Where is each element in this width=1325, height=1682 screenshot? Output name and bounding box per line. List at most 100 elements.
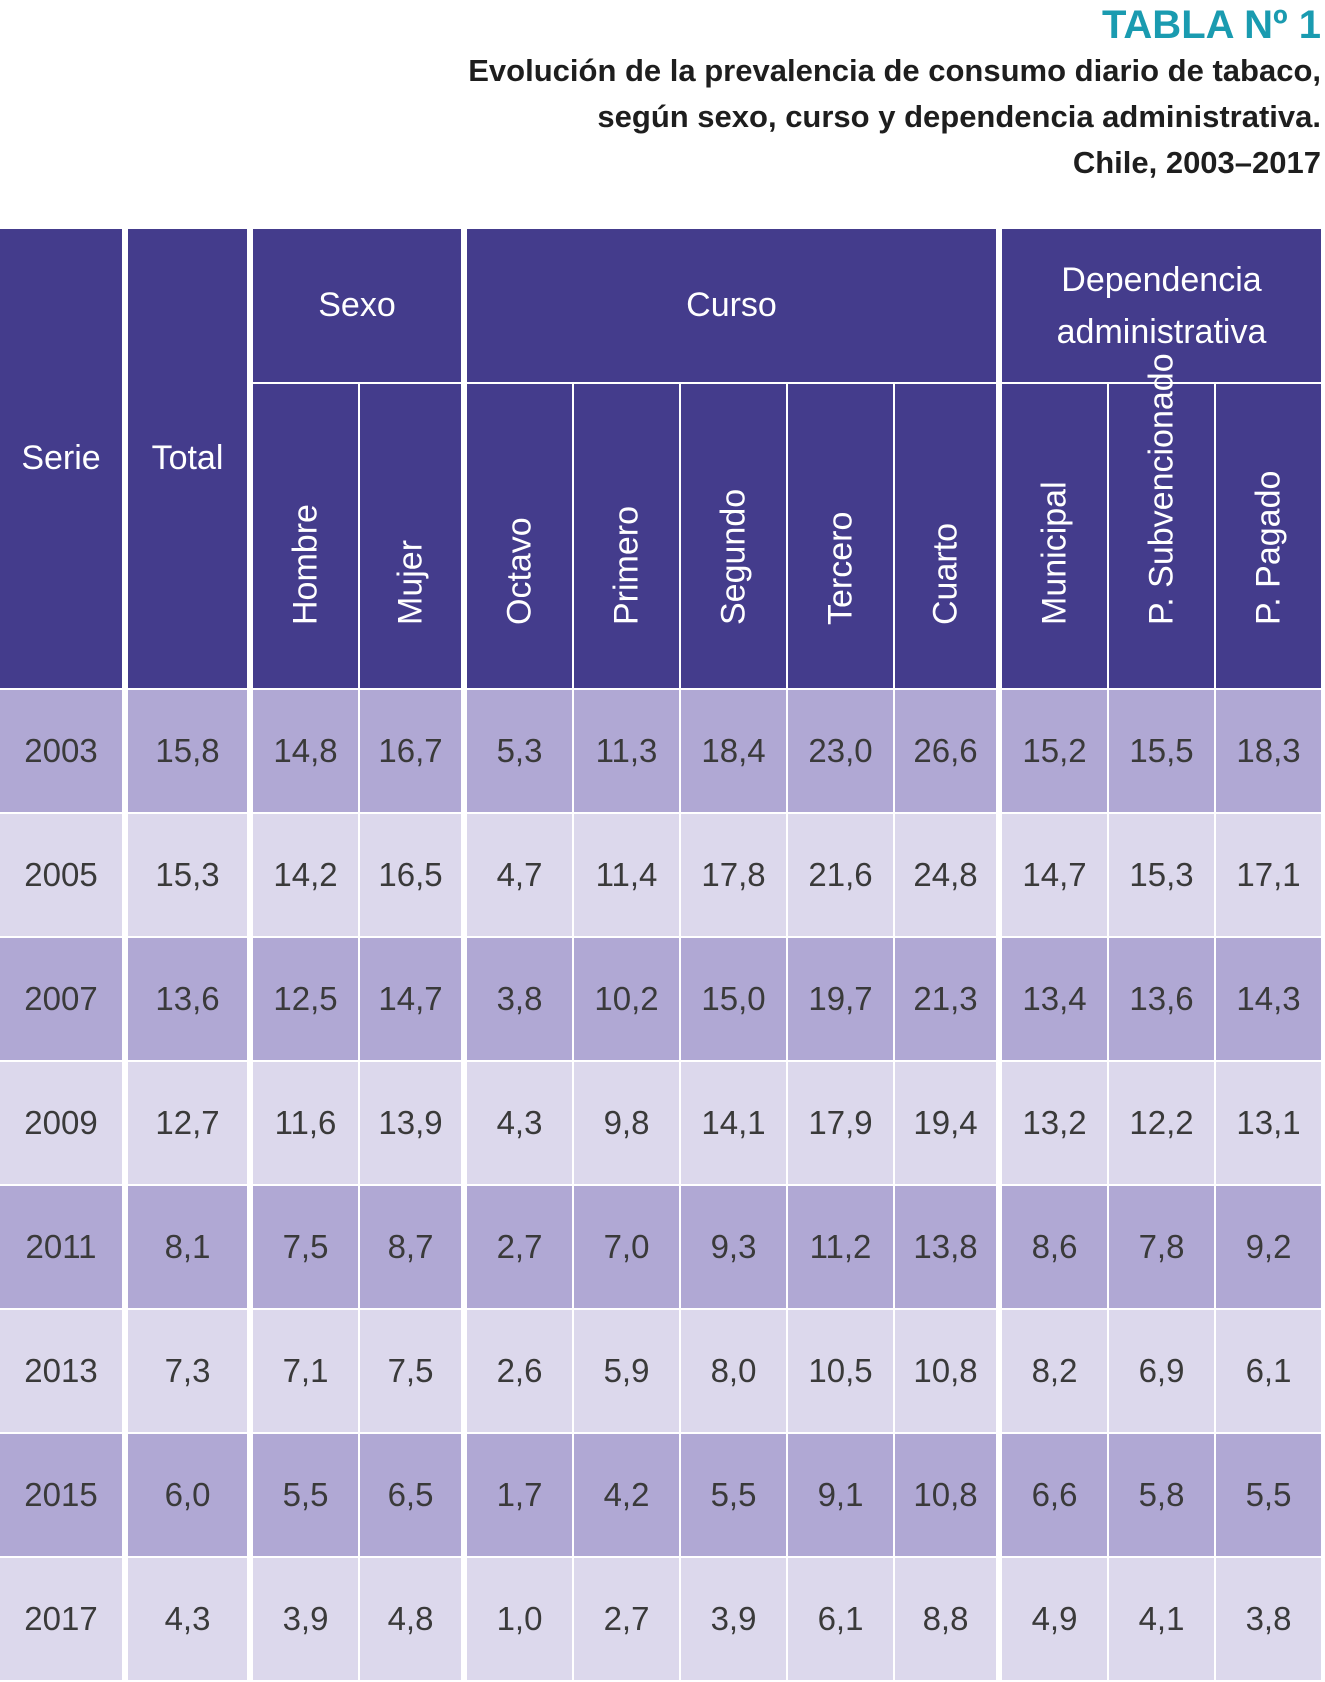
cell-total: 15,3: [128, 814, 253, 938]
cell-primero: 11,4: [574, 814, 681, 938]
cell-tercero: 9,1: [788, 1434, 895, 1558]
cell-cuarto: 19,4: [895, 1062, 1002, 1186]
cell-municipal: 4,9: [1002, 1558, 1109, 1682]
cell-hombre: 7,5: [253, 1186, 360, 1310]
cell-p-subvencionado: 15,5: [1109, 690, 1216, 814]
cell-p-pagado: 5,5: [1216, 1434, 1323, 1558]
header-curso: Curso: [467, 229, 1002, 384]
header-primero: Primero: [574, 384, 681, 690]
cell-p-pagado: 13,1: [1216, 1062, 1323, 1186]
header-mujer: Mujer: [360, 384, 467, 690]
header-municipal: Municipal: [1002, 384, 1109, 690]
cell-segundo: 17,8: [681, 814, 788, 938]
cell-segundo: 9,3: [681, 1186, 788, 1310]
cell-tercero: 17,9: [788, 1062, 895, 1186]
cell-segundo: 14,1: [681, 1062, 788, 1186]
cell-mujer: 13,9: [360, 1062, 467, 1186]
table-row: 2003 15,8 14,8 16,7 5,3 11,3 18,4 23,0 26,6 15,2 1…: [0, 690, 1323, 814]
cell-municipal: 8,2: [1002, 1310, 1109, 1434]
cell-hombre: 7,1: [253, 1310, 360, 1434]
cell-cuarto: 10,8: [895, 1310, 1002, 1434]
cell-municipal: 13,2: [1002, 1062, 1109, 1186]
header-p-pagado: P. Pagado: [1216, 384, 1323, 690]
cell-p-subvencionado: 13,6: [1109, 938, 1216, 1062]
cell-tercero: 23,0: [788, 690, 895, 814]
cell-segundo: 5,5: [681, 1434, 788, 1558]
cell-total: 4,3: [128, 1558, 253, 1682]
header-dependencia-label: Dependencia administrativa: [1056, 260, 1267, 351]
table-row: 2007 13,6 12,5 14,7 3,8 10,2 15,0 19,7 21,3 13,4 1…: [0, 938, 1323, 1062]
cell-cuarto: 10,8: [895, 1434, 1002, 1558]
table-row: 2017 4,3 3,9 4,8 1,0 2,7 3,9 6,1 8,8 4,9 4,1 3,8: [0, 1558, 1323, 1682]
cell-cuarto: 26,6: [895, 690, 1002, 814]
cell-municipal: 14,7: [1002, 814, 1109, 938]
header-octavo: Octavo: [467, 384, 574, 690]
table-row: 2013 7,3 7,1 7,5 2,6 5,9 8,0 10,5 10,8 8,2 6,9 6,1: [0, 1310, 1323, 1434]
cell-cuarto: 8,8: [895, 1558, 1002, 1682]
cell-total: 13,6: [128, 938, 253, 1062]
cell-serie: 2007: [0, 938, 128, 1062]
table-row: 2005 15,3 14,2 16,5 4,7 11,4 17,8 21,6 24,8 14,7 1…: [0, 814, 1323, 938]
cell-tercero: 19,7: [788, 938, 895, 1062]
cell-serie: 2003: [0, 690, 128, 814]
cell-serie: 2015: [0, 1434, 128, 1558]
header-hombre: Hombre: [253, 384, 360, 690]
cell-serie: 2011: [0, 1186, 128, 1310]
cell-p-subvencionado: 7,8: [1109, 1186, 1216, 1310]
cell-serie: 2017: [0, 1558, 128, 1682]
table-body: 2003 15,8 14,8 16,7 5,3 11,3 18,4 23,0 26,6 15,2 1…: [0, 690, 1323, 1682]
cell-serie: 2009: [0, 1062, 128, 1186]
cell-octavo: 2,7: [467, 1186, 574, 1310]
cell-tercero: 11,2: [788, 1186, 895, 1310]
table-subtitle-line-1: Evolución de la prevalencia de consumo d…: [468, 53, 1321, 88]
cell-p-subvencionado: 4,1: [1109, 1558, 1216, 1682]
table-subtitle-line-2: según sexo, curso y dependencia administ…: [597, 99, 1321, 134]
header-serie: Serie: [0, 229, 128, 690]
cell-primero: 9,8: [574, 1062, 681, 1186]
cell-primero: 2,7: [574, 1558, 681, 1682]
cell-mujer: 6,5: [360, 1434, 467, 1558]
header-p-subvencionado: P. Subvencionado: [1109, 353, 1216, 690]
header-tercero: Tercero: [788, 384, 895, 690]
cell-total: 15,8: [128, 690, 253, 814]
table-row: 2015 6,0 5,5 6,5 1,7 4,2 5,5 9,1 10,8 6,6 5,8 5,5: [0, 1434, 1323, 1558]
header-total: Total: [128, 229, 253, 690]
cell-p-subvencionado: 6,9: [1109, 1310, 1216, 1434]
header-cuarto: Cuarto: [895, 384, 1002, 690]
cell-p-pagado: 9,2: [1216, 1186, 1323, 1310]
cell-octavo: 4,7: [467, 814, 574, 938]
cell-tercero: 6,1: [788, 1558, 895, 1682]
cell-p-subvencionado: 15,3: [1109, 814, 1216, 938]
cell-municipal: 6,6: [1002, 1434, 1109, 1558]
cell-municipal: 8,6: [1002, 1186, 1109, 1310]
cell-mujer: 4,8: [360, 1558, 467, 1682]
cell-p-pagado: 14,3: [1216, 938, 1323, 1062]
cell-serie: 2013: [0, 1310, 128, 1434]
cell-municipal: 13,4: [1002, 938, 1109, 1062]
cell-primero: 11,3: [574, 690, 681, 814]
cell-hombre: 14,8: [253, 690, 360, 814]
cell-hombre: 11,6: [253, 1062, 360, 1186]
table-row: 2011 8,1 7,5 8,7 2,7 7,0 9,3 11,2 13,8 8,6 7,8 9,2: [0, 1186, 1323, 1310]
cell-primero: 4,2: [574, 1434, 681, 1558]
cell-cuarto: 24,8: [895, 814, 1002, 938]
cell-octavo: 3,8: [467, 938, 574, 1062]
cell-primero: 7,0: [574, 1186, 681, 1310]
table-caption: TABLA Nº 1 Evolución de la prevalencia d…: [468, 0, 1321, 186]
cell-mujer: 8,7: [360, 1186, 467, 1310]
cell-mujer: 14,7: [360, 938, 467, 1062]
cell-tercero: 10,5: [788, 1310, 895, 1434]
cell-hombre: 3,9: [253, 1558, 360, 1682]
cell-cuarto: 13,8: [895, 1186, 1002, 1310]
cell-total: 12,7: [128, 1062, 253, 1186]
cell-total: 7,3: [128, 1310, 253, 1434]
cell-octavo: 1,7: [467, 1434, 574, 1558]
cell-p-pagado: 6,1: [1216, 1310, 1323, 1434]
cell-octavo: 4,3: [467, 1062, 574, 1186]
cell-mujer: 16,7: [360, 690, 467, 814]
cell-tercero: 21,6: [788, 814, 895, 938]
table-row: 2009 12,7 11,6 13,9 4,3 9,8 14,1 17,9 19,4 13,2 12…: [0, 1062, 1323, 1186]
header-sexo: Sexo: [253, 229, 467, 384]
header-segundo: Segundo: [681, 384, 788, 690]
cell-mujer: 7,5: [360, 1310, 467, 1434]
